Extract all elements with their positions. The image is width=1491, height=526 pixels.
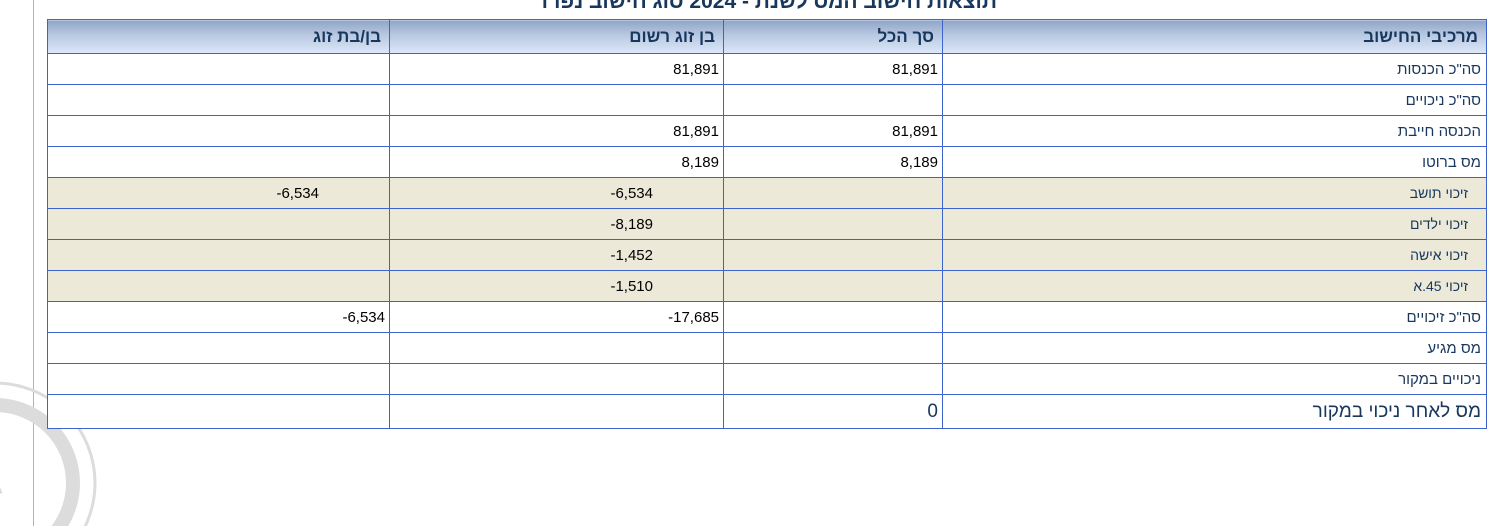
- column-header-label: מרכיבי החישוב: [942, 19, 1487, 54]
- table-row: מס ברוטו 8,189 8,189: [47, 146, 1487, 178]
- cell-total: [723, 363, 943, 395]
- cell-label: זיכוי 45.א: [942, 270, 1487, 302]
- cell-spouse: -6,534: [47, 177, 390, 209]
- cell-registered_spouse: -8,189: [389, 208, 724, 240]
- table-row: זיכוי 45.א -1,510: [47, 270, 1487, 302]
- column-header-spouse: בן/בת זוג: [47, 19, 390, 54]
- cell-registered_spouse: [389, 84, 724, 116]
- cell-total: [723, 332, 943, 364]
- cell-total: [723, 301, 943, 333]
- tax-calculation-table: מרכיבי החישוב סך הכל בן זוג רשום בן/בת זוג …: [47, 19, 1487, 429]
- table-row: סה"כ ניכויים: [47, 84, 1487, 116]
- cell-total: [723, 84, 943, 116]
- cell-spouse: [47, 208, 390, 240]
- table-header-row: מרכיבי החישוב סך הכל בן זוג רשום בן/בת זוג: [47, 19, 1487, 54]
- table-row: סה"כ הכנסות 81,891 81,891: [47, 53, 1487, 85]
- cell-total: 0: [723, 394, 943, 429]
- cell-total: 81,891: [723, 53, 943, 85]
- cell-registered_spouse: [389, 363, 724, 395]
- cell-registered_spouse: [389, 332, 724, 364]
- cell-label: סה"כ ניכויים: [942, 84, 1487, 116]
- table-row: זיכוי תושב -6,534 -6,534: [47, 177, 1487, 209]
- cell-spouse: [47, 115, 390, 147]
- table-row: מס לאחר ניכוי במקור 0: [47, 394, 1487, 429]
- table-row: ניכויים במקור: [47, 363, 1487, 395]
- cell-label: סה"כ הכנסות: [942, 53, 1487, 85]
- cell-registered_spouse: 81,891: [389, 115, 724, 147]
- table-row: מס מגיע: [47, 332, 1487, 364]
- page-left-border: [33, 0, 34, 526]
- cell-registered_spouse: -17,685: [389, 301, 724, 333]
- page-title: תוצאות חישוב המס לשנת - 2024 סוג חישוב נ…: [536, 0, 997, 13]
- cell-spouse: [47, 394, 390, 429]
- cell-label: סה"כ זיכויים: [942, 301, 1487, 333]
- table-row: זיכוי ילדים -8,189: [47, 208, 1487, 240]
- cell-label: הכנסה חייבת: [942, 115, 1487, 147]
- cell-registered_spouse: -6,534: [389, 177, 724, 209]
- watermark-text: REE: [0, 452, 11, 526]
- cell-total: 8,189: [723, 146, 943, 178]
- cell-spouse: [47, 239, 390, 271]
- cell-total: [723, 208, 943, 240]
- table-row: סה"כ זיכויים -17,685 -6,534: [47, 301, 1487, 333]
- cell-registered_spouse: -1,510: [389, 270, 724, 302]
- cell-total: [723, 239, 943, 271]
- cell-label: זיכוי תושב: [942, 177, 1487, 209]
- cell-total: [723, 177, 943, 209]
- cell-registered_spouse: 8,189: [389, 146, 724, 178]
- cell-label: מס מגיע: [942, 332, 1487, 364]
- cell-registered_spouse: 81,891: [389, 53, 724, 85]
- cell-label: מס ברוטו: [942, 146, 1487, 178]
- cell-label: זיכוי ילדים: [942, 208, 1487, 240]
- cell-total: 81,891: [723, 115, 943, 147]
- cell-spouse: [47, 363, 390, 395]
- cell-spouse: [47, 332, 390, 364]
- column-header-registered_spouse: בן זוג רשום: [389, 19, 724, 54]
- cell-registered_spouse: -1,452: [389, 239, 724, 271]
- cell-spouse: [47, 53, 390, 85]
- table-row: זיכוי אישה -1,452: [47, 239, 1487, 271]
- cell-label: ניכויים במקור: [942, 363, 1487, 395]
- column-header-total: סך הכל: [723, 19, 943, 54]
- table-row: הכנסה חייבת 81,891 81,891: [47, 115, 1487, 147]
- cell-spouse: [47, 270, 390, 302]
- cell-spouse: [47, 84, 390, 116]
- cell-total: [723, 270, 943, 302]
- cell-registered_spouse: [389, 394, 724, 429]
- cell-label: מס לאחר ניכוי במקור: [942, 394, 1487, 429]
- cell-label: זיכוי אישה: [942, 239, 1487, 271]
- cell-spouse: -6,534: [47, 301, 390, 333]
- cell-spouse: [47, 146, 390, 178]
